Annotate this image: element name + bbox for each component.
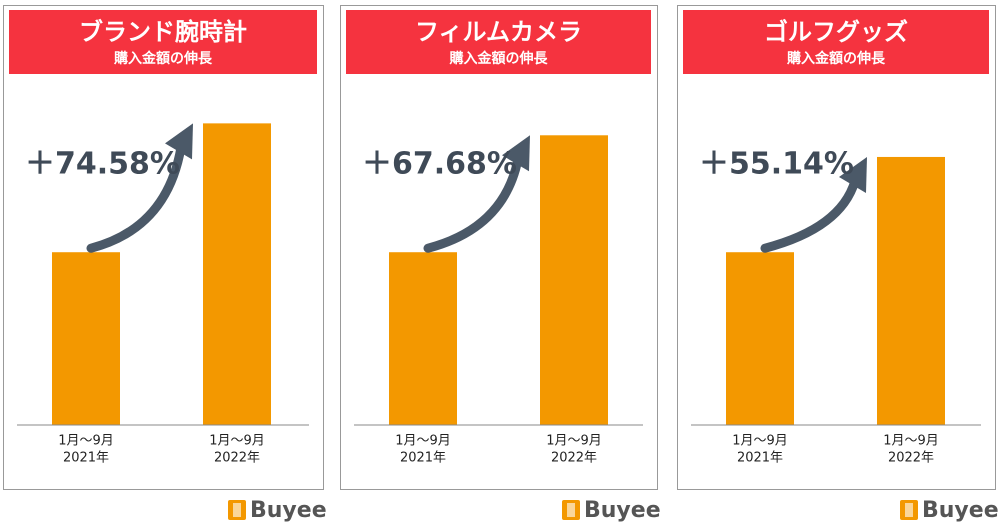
growth-label: ＋67.68% <box>362 147 517 182</box>
x-tick-label: 2021年 <box>400 451 446 466</box>
panel-border <box>340 5 658 490</box>
header-band <box>9 10 317 74</box>
growth-arrowhead <box>165 123 193 160</box>
x-tick-label: 1月～9月 <box>58 434 114 449</box>
logo-text: Buyee <box>922 498 999 523</box>
chart-title: ブランド腕時計 <box>79 18 247 46</box>
header-band <box>346 10 651 74</box>
growth-arrowhead <box>839 156 867 193</box>
logo-icon-inner <box>233 503 241 517</box>
bar <box>540 135 608 425</box>
panel-border <box>3 5 324 490</box>
x-tick-label: 2022年 <box>888 451 934 466</box>
logo-text: Buyee <box>584 498 661 523</box>
bar <box>877 156 945 425</box>
x-tick-label: 1月～9月 <box>883 434 939 449</box>
chart-title: ゴルフグッズ <box>764 18 908 46</box>
x-tick-label: 1月～9月 <box>732 434 788 449</box>
bar <box>52 252 120 425</box>
chart-subtitle: 購入金額の伸長 <box>113 50 213 67</box>
header-band <box>683 10 989 74</box>
x-tick-label: 2021年 <box>63 451 109 466</box>
chart-subtitle: 購入金額の伸長 <box>449 50 549 67</box>
growth-label: ＋74.58% <box>25 147 180 182</box>
logo-text: Buyee <box>250 498 327 523</box>
x-tick-label: 2022年 <box>551 451 597 466</box>
bar <box>203 123 271 425</box>
growth-label: ＋55.14% <box>699 147 854 182</box>
growth-arrow <box>86 142 186 253</box>
x-tick-label: 1月～9月 <box>209 434 265 449</box>
growth-arrowhead <box>502 135 530 172</box>
logo-icon-inner <box>567 503 575 517</box>
chart-subtitle: 購入金額の伸長 <box>786 50 886 67</box>
x-tick-label: 2021年 <box>737 451 783 466</box>
logo-icon-inner <box>905 503 913 517</box>
chart-title: フィルムカメラ <box>415 18 582 46</box>
bar <box>389 252 457 425</box>
x-tick-label: 1月～9月 <box>546 434 602 449</box>
x-tick-label: 2022年 <box>214 451 260 466</box>
growth-arrow <box>760 176 860 253</box>
x-tick-label: 1月～9月 <box>395 434 451 449</box>
bar <box>726 252 794 425</box>
growth-arrow <box>423 154 523 253</box>
panel-border <box>677 5 996 490</box>
